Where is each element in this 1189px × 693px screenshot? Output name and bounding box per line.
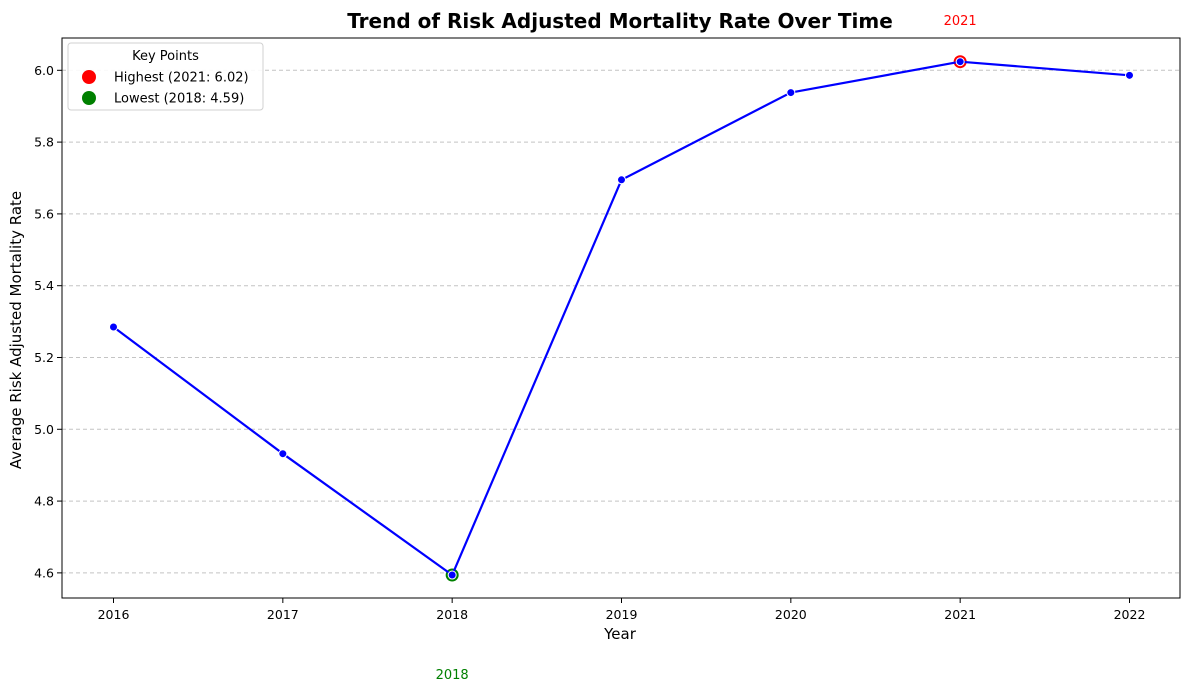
annotations: 2021 2018 bbox=[436, 14, 977, 683]
data-point-2016 bbox=[109, 322, 118, 332]
legend-item-label: Lowest (2018: 4.59) bbox=[114, 92, 244, 107]
x-axis-label: Year bbox=[603, 625, 637, 643]
chart-title: Trend of Risk Adjusted Mortality Rate Ov… bbox=[347, 9, 893, 33]
legend-title: Key Points bbox=[132, 49, 199, 64]
plot-frame bbox=[61, 37, 1181, 599]
y-tick-label: 5.4 bbox=[34, 278, 54, 293]
x-tick-label: 2017 bbox=[267, 607, 299, 622]
y-tick-label: 4.6 bbox=[34, 565, 54, 580]
data-point-2019 bbox=[617, 175, 626, 185]
data-point-2022 bbox=[1125, 70, 1134, 80]
y-tick-label: 6.0 bbox=[34, 63, 54, 78]
x-tick-label: 2019 bbox=[606, 607, 638, 622]
y-tick-label: 4.8 bbox=[34, 494, 54, 509]
data-point-2017 bbox=[278, 449, 288, 459]
grid-lines bbox=[62, 69, 1180, 574]
legend: Key Points Highest (2021: 6.02) Lowest (20… bbox=[67, 42, 264, 111]
tick-labels: 4.6 4.8 5.0 5.2 5.4 5.6 5.8 6.0 2016 2017 2018 2019… bbox=[34, 63, 1145, 622]
x-tick-label: 2022 bbox=[1114, 607, 1146, 622]
legend-box bbox=[67, 42, 264, 111]
series-line bbox=[109, 55, 1134, 582]
y-tick-label: 5.8 bbox=[34, 135, 54, 150]
annotation-highest: 2021 bbox=[944, 14, 977, 29]
legend-marker bbox=[82, 91, 96, 105]
x-tick-label: 2016 bbox=[98, 607, 130, 622]
data-point-2021 bbox=[955, 57, 965, 67]
axes bbox=[57, 37, 1181, 603]
y-axis-label: Average Risk Adjusted Mortality Rate bbox=[7, 191, 25, 469]
legend-marker bbox=[82, 70, 96, 84]
y-tick-label: 5.6 bbox=[34, 206, 54, 221]
data-point-2018 bbox=[447, 570, 457, 580]
x-tick-label: 2018 bbox=[436, 607, 468, 622]
data-point-2020 bbox=[786, 88, 796, 98]
annotation-lowest: 2018 bbox=[436, 668, 469, 683]
y-tick-label: 5.2 bbox=[34, 350, 54, 365]
x-tick-label: 2020 bbox=[775, 607, 807, 622]
x-tick-label: 2021 bbox=[944, 607, 976, 622]
y-tick-label: 5.0 bbox=[34, 422, 54, 437]
series-line-path bbox=[112, 60, 1130, 577]
legend-item-label: Highest (2021: 6.02) bbox=[114, 71, 249, 86]
